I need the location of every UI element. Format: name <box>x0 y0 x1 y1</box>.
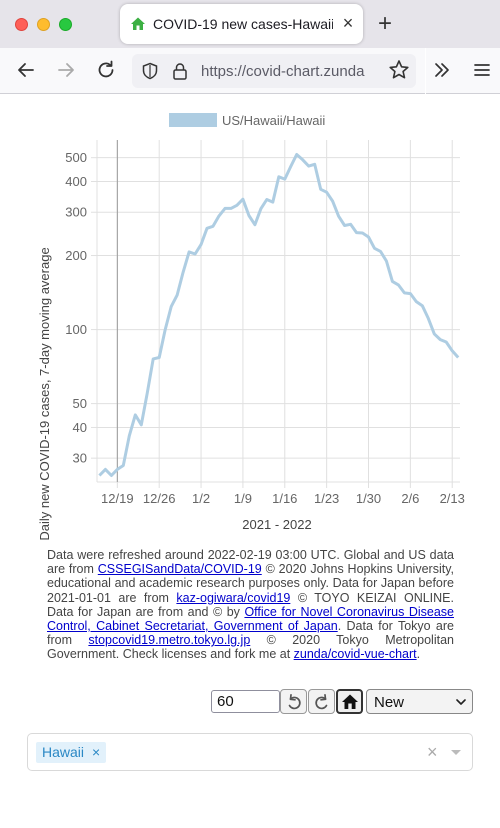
x-tick-label: 2/6 <box>401 491 419 506</box>
x-tick-label: 2/13 <box>440 491 465 506</box>
region-multiselect[interactable]: Hawaii × × <box>27 733 473 771</box>
lock-icon[interactable] <box>172 62 188 80</box>
cabinet-secretariat-link[interactable]: Office for Novel Coronavirus Disease Con… <box>47 604 454 634</box>
x-tick-label: 1/16 <box>272 491 297 506</box>
toolbar-divider <box>425 48 426 94</box>
overflow-chevrons-icon[interactable] <box>430 58 454 82</box>
new-tab-button[interactable]: + <box>378 10 393 37</box>
hamburger-menu-icon[interactable] <box>470 58 494 82</box>
redo-icon <box>315 693 328 710</box>
y-tick-label: 40 <box>73 420 87 435</box>
y-tick-label: 50 <box>73 396 87 411</box>
credits-text: Data were refreshed around 2022-02-19 03… <box>47 548 454 577</box>
mode-select-value: New <box>374 694 405 711</box>
tab-title: COVID-19 new cases-Hawaii-60 <box>153 16 333 32</box>
window-close-button[interactable] <box>15 18 28 31</box>
kaz-ogiwara-link[interactable]: kaz-ogiwara/covid19 <box>176 590 291 605</box>
days-input[interactable] <box>211 690 280 713</box>
credits-text: . Data for Tokyo are from <box>47 619 454 648</box>
credits-text: © 2020 Tokyo Metropolitan Government. Ch… <box>47 633 454 662</box>
window-maximize-button[interactable] <box>59 18 72 31</box>
y-tick-label: 30 <box>73 451 87 466</box>
chart-legend[interactable]: US/Hawaii/Hawaii <box>169 113 325 128</box>
undo-icon <box>288 693 301 710</box>
caret-down-icon[interactable] <box>450 749 462 757</box>
clear-selection-icon[interactable]: × <box>427 742 438 762</box>
region-tag-remove-icon[interactable]: × <box>92 744 101 760</box>
y-tick-label: 500 <box>65 150 87 165</box>
legend-swatch[interactable] <box>169 113 217 127</box>
x-tick-label: 1/30 <box>356 491 381 506</box>
series-line <box>98 153 460 477</box>
credits-text: © TOYO KEIZAI ONLINE. Data for Japan are… <box>47 590 454 619</box>
chart-axes: 30 40 50 100 200 300 400 500 12/19 12/26 1/2 1/9 1/1… <box>65 140 465 506</box>
home-button[interactable] <box>336 689 363 714</box>
y-tick-label: 300 <box>65 205 87 220</box>
chart-grid <box>97 140 460 482</box>
home-icon <box>342 694 358 709</box>
undo-button[interactable] <box>280 689 307 714</box>
redo-button[interactable] <box>308 689 335 714</box>
forward-arrow-icon[interactable] <box>54 58 78 82</box>
browser-tab[interactable]: COVID-19 new cases-Hawaii-60 × <box>120 4 363 44</box>
y-tick-label: 200 <box>65 248 87 263</box>
covid-vue-chart-link[interactable]: zunda/covid-vue-chart <box>293 647 417 662</box>
x-tick-label: 1/9 <box>234 491 252 506</box>
back-arrow-icon[interactable] <box>14 58 38 82</box>
mode-select[interactable]: New <box>366 689 473 714</box>
credits-text: . <box>416 647 421 662</box>
tab-close-icon[interactable]: × <box>342 13 354 33</box>
url-text[interactable]: https://covid-chart.zunda <box>201 63 365 80</box>
stopcovid19-tokyo-link[interactable]: stopcovid19.metro.tokyo.lg.jp <box>88 633 251 648</box>
covid-chart: 30 40 50 100 200 300 400 500 12/19 12/26 1/2 1/9 1/1… <box>37 113 465 540</box>
reload-icon[interactable] <box>94 58 118 82</box>
y-tick-label: 100 <box>65 322 87 337</box>
credits-text: © 2020 Johns Hopkins University, educati… <box>47 562 454 605</box>
window-minimize-button[interactable] <box>37 18 50 31</box>
home-favicon-icon <box>130 16 146 32</box>
region-tag: Hawaii × <box>36 742 107 763</box>
region-tag-label: Hawaii <box>42 744 85 760</box>
y-tick-label: 400 <box>65 174 87 189</box>
data-credits: Data were refreshed around 2022-02-19 03… <box>47 548 454 662</box>
tab-bar: COVID-19 new cases-Hawaii-60 × + <box>0 0 500 48</box>
bookmark-star-icon[interactable] <box>387 58 411 82</box>
shield-icon[interactable] <box>141 62 159 80</box>
x-axis-title: 2021 - 2022 <box>242 517 311 532</box>
x-tick-label: 12/19 <box>101 491 134 506</box>
x-tick-label: 1/2 <box>192 491 210 506</box>
chevron-down-icon <box>456 699 466 705</box>
url-bar[interactable]: https://covid-chart.zunda <box>132 54 416 88</box>
x-tick-label: 12/26 <box>143 491 176 506</box>
legend-label[interactable]: US/Hawaii/Hawaii <box>222 113 325 128</box>
cssegi-link[interactable]: CSSEGISandData/COVID-19 <box>97 562 262 577</box>
y-axis-title: Daily new COVID-19 cases, 7-day moving a… <box>37 247 52 540</box>
navigation-bar: https://covid-chart.zunda <box>0 48 500 94</box>
chart-series <box>98 153 460 477</box>
x-tick-label: 1/23 <box>314 491 339 506</box>
